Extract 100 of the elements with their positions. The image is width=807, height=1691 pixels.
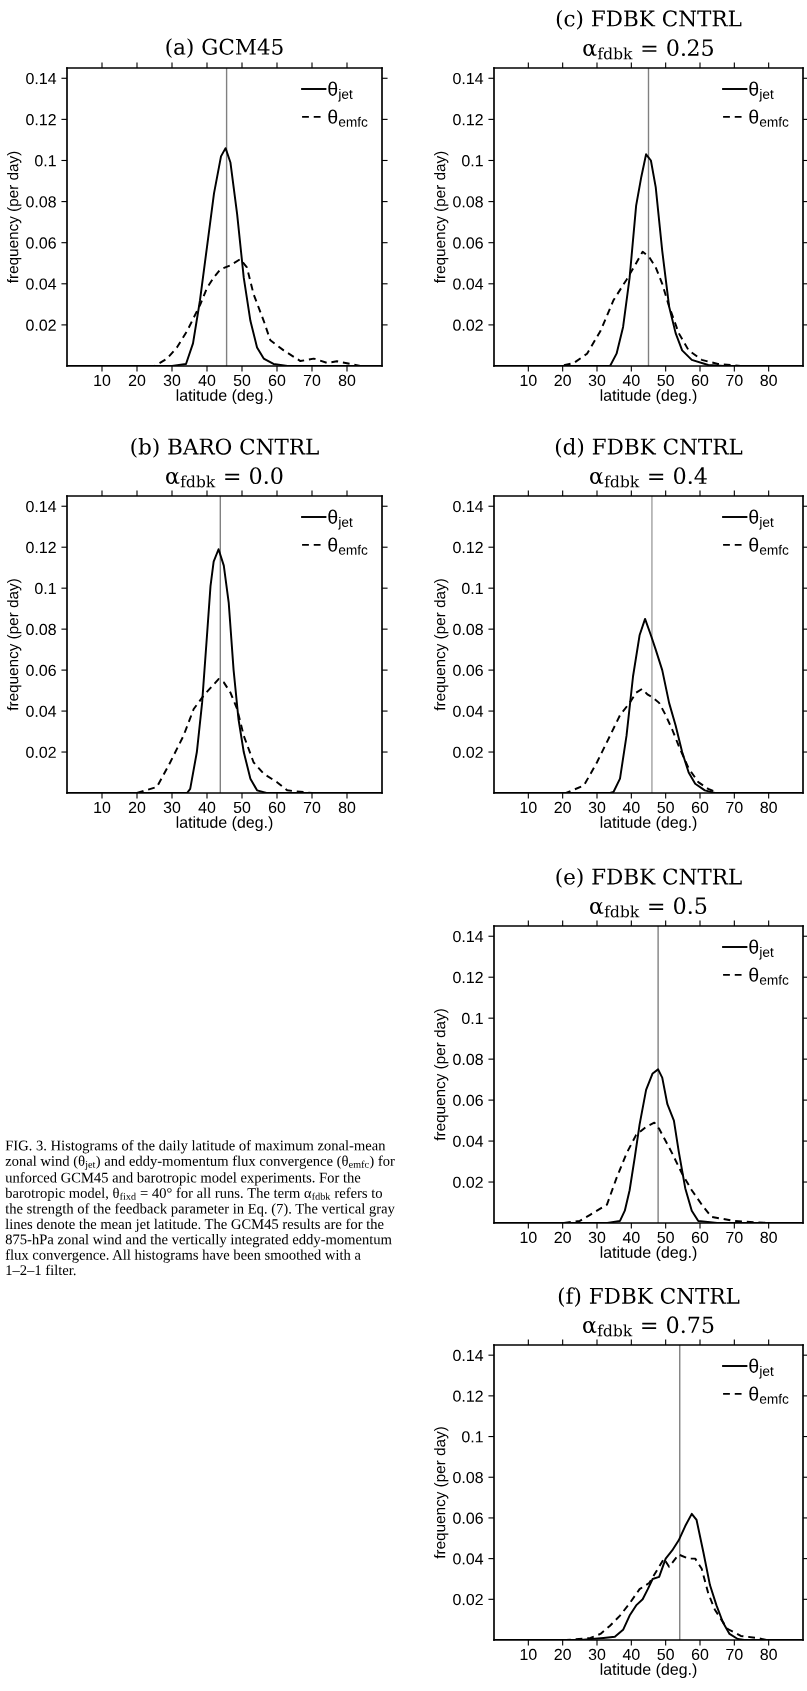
x-tick-label: 70 xyxy=(726,1231,743,1244)
x-tick-label: 70 xyxy=(726,374,743,387)
chart-subtitle: α$_{fdbk}$ = 0.4 xyxy=(590,467,707,488)
x-tick-label: 20 xyxy=(554,801,571,814)
x-tick-label: 60 xyxy=(691,374,709,387)
y-tick-label: 0.14 xyxy=(453,930,484,943)
x-tick-label: 30 xyxy=(163,374,181,387)
y-axis-title: frequency (per day) xyxy=(434,1427,449,1559)
y-tick-label: 0.06 xyxy=(453,1094,483,1107)
y-tick-label: 0.08 xyxy=(453,1471,483,1484)
legend-label: θ$_{emfc}$ xyxy=(328,537,368,555)
y-tick-label: 0.04 xyxy=(26,278,57,290)
y-tick-label: 0.08 xyxy=(26,196,56,208)
y-tick-label: 0.02 xyxy=(26,746,56,758)
y-axis-title: frequency (per day) xyxy=(434,151,449,284)
y-tick-label: 0.06 xyxy=(26,664,56,677)
chart-subtitle: α$_{fdbk}$ = 0.5 xyxy=(590,897,707,918)
y-tick-label: 0.02 xyxy=(453,1593,483,1606)
legend-label: θ$_{jet}$ xyxy=(749,81,774,102)
y-axis-title: frequency (per day) xyxy=(434,1009,449,1141)
y-tick-label: 0.08 xyxy=(453,1053,483,1066)
chart-title: (d) FDBK CNTRL xyxy=(555,438,743,458)
y-tick-label: 0.04 xyxy=(26,705,57,718)
x-tick-label: 50 xyxy=(233,374,251,387)
y-tick-label: 0.06 xyxy=(453,237,483,249)
y-tick-label: 0.14 xyxy=(26,72,57,85)
chart-title: (c) FDBK CNTRL xyxy=(556,9,742,30)
x-axis-title: latitude (deg.) xyxy=(600,1663,697,1679)
x-tick-label: 50 xyxy=(233,801,251,814)
x-tick-label: 40 xyxy=(622,801,640,814)
y-tick-label: 0.04 xyxy=(453,705,484,718)
x-tick-label: 10 xyxy=(520,1648,537,1661)
x-tick-label: 40 xyxy=(622,374,640,387)
x-tick-label: 20 xyxy=(554,1648,571,1661)
y-tick-label: 0.14 xyxy=(26,500,57,513)
chart-subtitle: α$_{fdbk}$ = 0.25 xyxy=(583,39,713,60)
x-tick-label: 70 xyxy=(726,1648,743,1661)
x-tick-label: 10 xyxy=(520,801,537,814)
x-tick-label: 60 xyxy=(268,374,286,387)
y-axis-title: frequency (per day) xyxy=(434,579,449,711)
x-tick-label: 50 xyxy=(657,801,674,814)
y-tick-label: 0.08 xyxy=(26,623,56,636)
x-tick-label: 60 xyxy=(691,1231,709,1244)
legend-label: θ$_{emfc}$ xyxy=(749,1386,789,1404)
y-tick-label: 0.1 xyxy=(35,582,56,595)
y-tick-label: 0.12 xyxy=(453,541,483,554)
x-tick-label: 40 xyxy=(622,1231,640,1244)
x-axis-title: latitude (deg.) xyxy=(600,816,697,832)
y-tick-label: 0.04 xyxy=(453,1135,484,1148)
x-tick-label: 30 xyxy=(588,1231,606,1244)
x-tick-label: 30 xyxy=(588,374,606,387)
x-tick-label: 80 xyxy=(760,1231,777,1244)
x-tick-label: 10 xyxy=(520,374,537,387)
y-tick-label: 0.02 xyxy=(453,319,483,331)
legend-label: θ$_{jet}$ xyxy=(328,509,353,530)
x-tick-label: 40 xyxy=(198,374,216,387)
x-tick-label: 70 xyxy=(303,801,321,814)
legend-label: θ$_{emfc}$ xyxy=(749,537,789,555)
y-tick-label: 0.14 xyxy=(453,1349,484,1362)
legend-label: θ$_{emfc}$ xyxy=(749,109,789,127)
x-tick-label: 80 xyxy=(760,801,777,814)
x-tick-label: 70 xyxy=(726,801,743,814)
y-axis-title: frequency (per day) xyxy=(7,151,22,284)
legend-label: θ$_{emfc}$ xyxy=(749,967,789,985)
y-tick-label: 0.02 xyxy=(453,746,483,758)
y-tick-label: 0.08 xyxy=(453,623,483,636)
x-tick-label: 30 xyxy=(588,1648,606,1661)
y-tick-label: 0.08 xyxy=(453,196,483,208)
x-axis-title: latitude (deg.) xyxy=(600,1246,697,1262)
y-tick-label: 0.06 xyxy=(453,664,483,677)
x-tick-label: 60 xyxy=(268,801,286,814)
y-tick-label: 0.14 xyxy=(453,500,484,513)
y-tick-label: 0.12 xyxy=(453,1390,483,1402)
y-tick-label: 0.1 xyxy=(462,582,483,595)
x-tick-label: 50 xyxy=(657,1231,674,1244)
x-tick-label: 50 xyxy=(657,374,674,387)
x-tick-label: 30 xyxy=(163,801,181,814)
x-tick-label: 20 xyxy=(128,374,146,387)
y-tick-label: 0.04 xyxy=(453,278,484,290)
legend-label: θ$_{jet}$ xyxy=(328,81,353,102)
y-tick-label: 0.06 xyxy=(453,1512,483,1524)
chart-title: (b) BARO CNTRL xyxy=(131,438,319,458)
y-axis-title: frequency (per day) xyxy=(7,579,22,711)
x-tick-label: 30 xyxy=(588,801,606,814)
x-tick-label: 50 xyxy=(657,1648,674,1661)
x-tick-label: 40 xyxy=(198,801,216,814)
y-tick-label: 0.14 xyxy=(453,72,484,85)
x-axis-title: latitude (deg.) xyxy=(176,389,273,405)
text: FIG. 3. Histograms of the daily latitude of maximum zonal-mean zonal wind (θ$_{jet}$) and eddy-momentum flux convergence (θ$_{emfc}$) for unforced GCM45 and barotropic model experiments. For the barotropic model, θ$_{fixd}$ = 40° for all runs. The term α$_{fdbk}$ refers to the strength of the feedback parameter in Eq. (7). The vertical gray lines denote the mean jet latitude. The GCM45 results are for the 875-hPa zonal wind and the vertically integrated eddy-momentum flux convergence. All histograms have been smoothed with a 1–2–1 filter. xyxy=(5,1140,395,1276)
chart-subtitle: α$_{fdbk}$ = 0.75 xyxy=(583,1316,714,1337)
x-tick-label: 80 xyxy=(760,1648,777,1661)
legend-label: θ$_{jet}$ xyxy=(749,509,774,530)
x-tick-label: 20 xyxy=(554,374,571,387)
chart-title: (f) FDBK CNTRL xyxy=(558,1287,740,1307)
chart-title: (e) FDBK CNTRL xyxy=(556,868,742,888)
x-tick-label: 10 xyxy=(520,1231,537,1244)
x-tick-label: 20 xyxy=(554,1231,571,1244)
y-tick-label: 0.12 xyxy=(453,971,483,984)
y-tick-label: 0.04 xyxy=(453,1553,484,1565)
y-tick-label: 0.1 xyxy=(462,155,483,167)
